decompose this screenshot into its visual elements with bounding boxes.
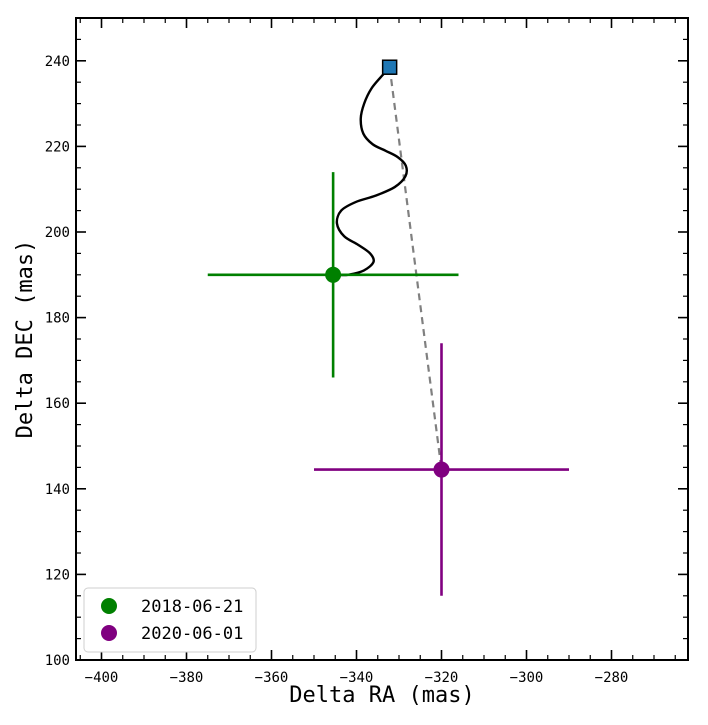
x-tick-label: −280 <box>595 670 629 686</box>
x-tick-label: −320 <box>425 670 459 686</box>
orbit-track <box>335 66 408 277</box>
legend: 2018-06-21 2020-06-01 <box>83 587 257 653</box>
y-tick-label: 120 <box>45 567 70 583</box>
legend-label-2020: 2020-06-01 <box>141 624 243 644</box>
x-axis-label: Delta RA (mas) <box>289 683 474 708</box>
tick-labels: −400 −380 −360 −340 −320 −300 −280 100 120 140 160… <box>45 54 629 686</box>
plot-frame <box>75 17 689 661</box>
x-tick-label: −380 <box>170 670 204 686</box>
y-axis-label: Delta DEC (mas) <box>13 240 38 439</box>
plot-area <box>207 59 569 596</box>
axis-ticks <box>76 17 688 661</box>
reference-square-marker <box>381 59 398 75</box>
y-tick-label: 100 <box>45 653 70 669</box>
y-tick-label: 180 <box>45 311 70 327</box>
data-point-0 <box>325 266 342 283</box>
x-tick-label: −300 <box>510 670 544 686</box>
data-point-1 <box>433 461 450 478</box>
legend-box <box>83 587 257 653</box>
legend-marker-2020 <box>101 625 117 641</box>
legend-marker-2018 <box>101 598 117 614</box>
y-tick-label: 200 <box>45 225 70 241</box>
x-tick-label: −360 <box>255 670 289 686</box>
legend-label-2018: 2018-06-21 <box>141 597 243 617</box>
connector-line <box>388 67 443 470</box>
x-tick-label: −400 <box>85 670 119 686</box>
y-tick-label: 160 <box>45 396 70 412</box>
y-tick-label: 220 <box>45 139 70 155</box>
y-tick-label: 140 <box>45 482 70 498</box>
y-tick-label: 240 <box>45 54 70 70</box>
x-tick-label: −340 <box>340 670 374 686</box>
